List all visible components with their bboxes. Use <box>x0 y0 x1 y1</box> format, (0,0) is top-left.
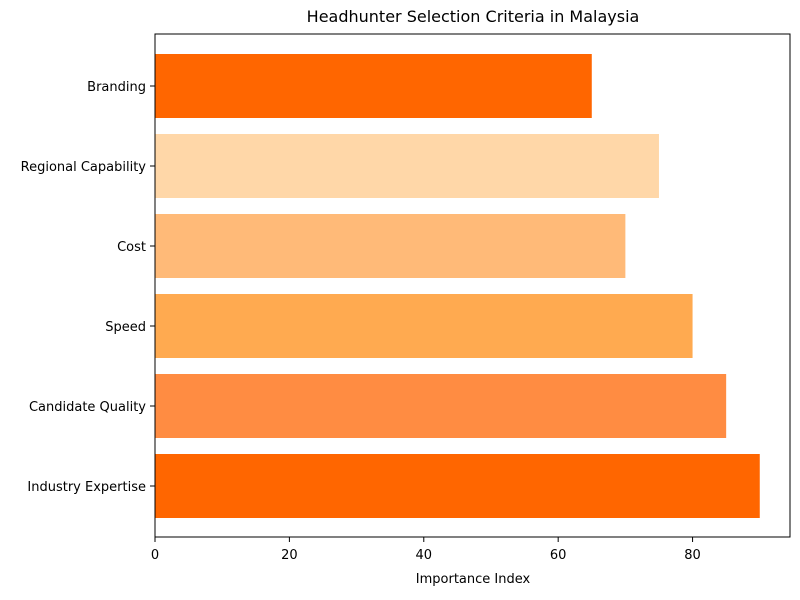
plot-frame <box>154 33 791 538</box>
x-axis-ticks: 0 20 40 60 80 <box>151 537 701 563</box>
y-tick-label: Cost <box>117 240 146 255</box>
x-axis-label: Importance Index <box>416 572 531 587</box>
y-tick-label: Candidate Quality <box>29 400 146 415</box>
bars-layer <box>155 54 760 518</box>
y-axis-ticks: Industry Expertise Candidate Quality Speed… <box>21 80 155 495</box>
bar <box>155 374 727 438</box>
chart-title: Headhunter Selection Criteria in Malaysi… <box>307 7 640 26</box>
bar <box>155 294 693 358</box>
x-tick-label: 60 <box>550 548 567 563</box>
y-tick-label: Branding <box>87 80 146 95</box>
bar <box>155 54 592 118</box>
bar <box>155 454 760 518</box>
bar <box>155 134 659 198</box>
bar <box>155 214 626 278</box>
y-tick-label: Speed <box>105 320 146 335</box>
x-tick-label: 40 <box>416 548 433 563</box>
x-tick-label: 80 <box>684 548 701 563</box>
x-tick-label: 20 <box>281 548 298 563</box>
x-tick-label: 0 <box>151 548 159 563</box>
y-tick-label: Industry Expertise <box>27 480 146 495</box>
y-tick-label: Regional Capability <box>21 160 147 175</box>
